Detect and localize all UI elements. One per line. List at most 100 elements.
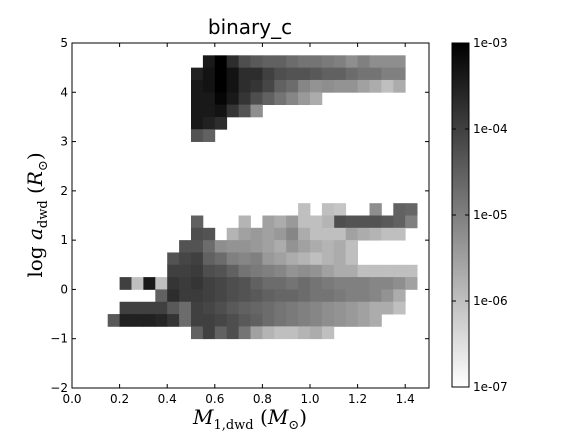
colorbar-tick-label: 1e-03 — [473, 36, 508, 50]
heatmap-cell — [238, 314, 251, 327]
heatmap-cell — [202, 67, 216, 81]
heatmap-cell — [333, 289, 347, 303]
y-tick-label: −2 — [50, 381, 68, 395]
heatmap-cell — [381, 79, 394, 93]
heatmap-cell — [286, 314, 299, 327]
heatmap-cell — [321, 326, 335, 340]
heatmap-cell — [274, 252, 287, 266]
heatmap-cell — [345, 67, 358, 81]
heatmap-cell — [191, 314, 204, 327]
heatmap-cell — [226, 314, 239, 327]
x-tick-label: 1.2 — [348, 392, 367, 406]
x-tick-label: 0.6 — [205, 392, 224, 406]
heatmap-cell — [250, 264, 263, 278]
heatmap-cell — [310, 92, 323, 106]
heatmap-cell — [179, 264, 192, 278]
heatmap-cell — [357, 289, 370, 303]
heatmap-cell — [286, 264, 299, 278]
y-tick-label: −1 — [50, 332, 68, 346]
heatmap-cell — [333, 227, 347, 241]
heatmap-cell — [238, 215, 251, 229]
heatmap-cell — [250, 277, 263, 290]
heatmap-cell — [310, 67, 323, 81]
heatmap-cell — [226, 289, 239, 303]
heatmap-cell — [298, 277, 311, 290]
heatmap-cell — [226, 277, 239, 290]
heatmap-cell — [274, 215, 287, 229]
heatmap-cell — [250, 252, 263, 266]
heatmap-cell — [143, 277, 156, 290]
heatmap-cell — [333, 252, 347, 266]
heatmap-cell — [191, 104, 204, 118]
heatmap-cell — [238, 264, 251, 278]
heatmap-cell — [262, 264, 275, 278]
heatmap-cell — [345, 240, 358, 253]
heatmap-cell — [321, 203, 335, 216]
heatmap-cell — [250, 240, 263, 253]
heatmap-cell — [298, 92, 311, 106]
heatmap-cell — [298, 289, 311, 303]
heatmap-cell — [155, 314, 168, 327]
heatmap-cell — [202, 104, 216, 118]
heatmap-cell — [310, 215, 323, 229]
heatmap-cell — [333, 55, 347, 69]
heatmap-cell — [262, 289, 275, 303]
heatmap-cell — [393, 289, 406, 303]
heatmap-cell — [226, 79, 239, 93]
heatmap-cell — [369, 314, 382, 327]
heatmap-cell — [250, 92, 263, 106]
heatmap-cell — [191, 227, 204, 241]
heatmap-cell — [238, 104, 251, 118]
heatmap-cell — [393, 203, 406, 216]
heatmap-cell — [298, 67, 311, 81]
heatmap-cell — [333, 240, 347, 253]
heatmap-cell — [345, 79, 358, 93]
heatmap-cell — [202, 92, 216, 106]
heatmap-cell — [191, 264, 204, 278]
heatmap-cell — [214, 104, 228, 118]
heatmap-cell — [191, 277, 204, 290]
heatmap-cell — [202, 264, 216, 278]
heatmap-cell — [167, 252, 180, 266]
heatmap-cell — [143, 314, 156, 327]
heatmap-cell — [250, 67, 263, 81]
heatmap-cell — [286, 240, 299, 253]
heatmap-cell — [119, 277, 132, 290]
heatmap-cell — [381, 67, 394, 81]
heatmap-cell — [333, 264, 347, 278]
heatmap-cell — [298, 264, 311, 278]
heatmap-cell — [321, 252, 335, 266]
heatmap-cell — [310, 55, 323, 69]
heatmap-cell — [345, 55, 358, 69]
x-axis-label: M1,dwd (M⊙) — [192, 405, 307, 432]
heatmap-cell — [262, 240, 275, 253]
heatmap-cell — [262, 55, 275, 69]
plot-frame — [71, 42, 430, 389]
heatmap-cell — [226, 67, 239, 81]
colorbar-gradient — [452, 43, 469, 387]
heatmap-cell — [333, 215, 347, 229]
heatmap-cell — [357, 264, 370, 278]
heatmap-cell — [191, 289, 204, 303]
heatmap-cell — [262, 326, 275, 340]
heatmap-cell — [345, 264, 358, 278]
heatmap-cell — [262, 67, 275, 81]
heatmap-cell — [214, 67, 228, 81]
x-tick-label: 1.4 — [396, 392, 415, 406]
y-tick-label: 1 — [60, 233, 68, 247]
heatmap-cell — [119, 314, 132, 327]
heatmap-cell — [274, 289, 287, 303]
heatmap-cell — [298, 252, 311, 266]
y-tick-label: 2 — [60, 184, 68, 198]
heatmap-cell — [405, 215, 418, 229]
heatmap-cell — [238, 92, 251, 106]
heatmap-cell — [202, 79, 216, 93]
heatmap-cell — [226, 227, 239, 241]
heatmap-cell — [345, 314, 358, 327]
heatmap-cell — [238, 277, 251, 290]
heatmap-cell — [369, 277, 382, 290]
heatmap-cell — [286, 301, 299, 315]
heatmap-cell — [250, 227, 263, 241]
heatmap-cell — [179, 277, 192, 290]
y-axis-label: log adwd (R⊙) — [23, 152, 51, 277]
